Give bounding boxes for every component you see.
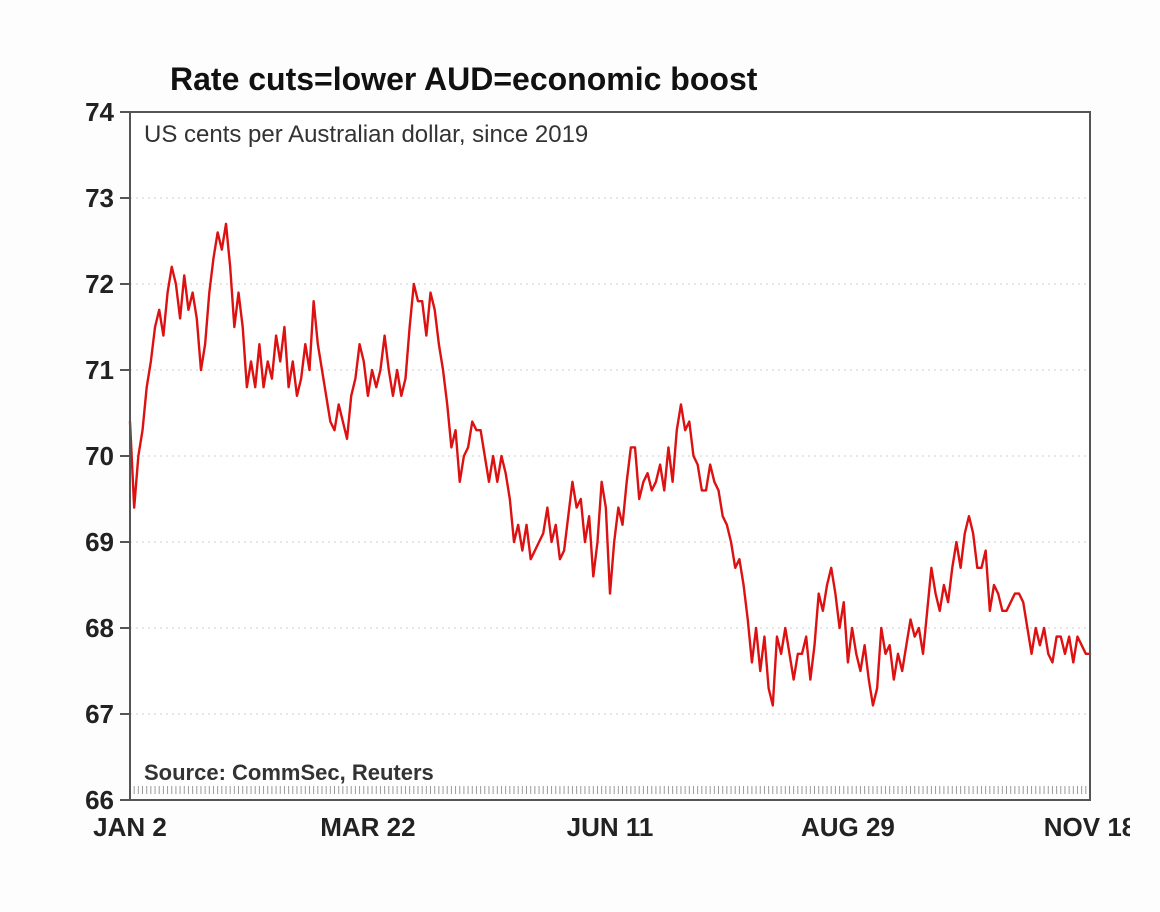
chart-title: Rate cuts=lower AUD=economic boost (170, 61, 758, 97)
y-tick-label: 70 (85, 441, 114, 471)
y-tick-label: 67 (85, 699, 114, 729)
y-tick-label: 72 (85, 269, 114, 299)
y-tick-label: 71 (85, 355, 114, 385)
chart-source: Source: CommSec, Reuters (144, 760, 434, 785)
y-tick-label: 73 (85, 183, 114, 213)
chart-subtitle: US cents per Australian dollar, since 20… (144, 121, 588, 148)
x-tick-label: AUG 29 (801, 812, 895, 842)
chart-page: Rate cuts=lower AUD=economic boost 66 67 68… (0, 0, 1160, 912)
x-tick-label: JAN 2 (93, 812, 167, 842)
chart-svg: Rate cuts=lower AUD=economic boost 66 67 68… (30, 30, 1130, 880)
x-tick-label: NOV 18 (1044, 812, 1130, 842)
y-tick-label: 68 (85, 613, 114, 643)
x-tick-label: JUN 11 (567, 812, 654, 842)
chart-container: Rate cuts=lower AUD=economic boost 66 67 68… (30, 30, 1130, 880)
x-tick-label: MAR 22 (320, 812, 415, 842)
y-tick-label: 74 (85, 97, 114, 127)
y-tick-label: 66 (85, 785, 114, 815)
y-tick-label: 69 (85, 527, 114, 557)
